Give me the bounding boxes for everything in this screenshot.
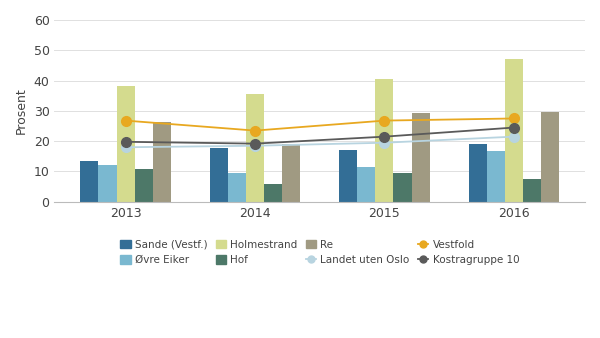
Legend: Sande (Vestf.), Øvre Eiker, Holmestrand, Hof, Re, Landet uten Oslo, Vestfold, Ko: Sande (Vestf.), Øvre Eiker, Holmestrand,…: [120, 240, 519, 265]
Bar: [505, 59, 523, 202]
Kostragruppe 10: [251, 142, 259, 146]
Bar: [246, 94, 264, 202]
Landet uten Oslo: [251, 144, 259, 148]
Kostragruppe 10: [510, 125, 517, 129]
Vestfold: [122, 119, 129, 123]
Bar: [282, 144, 300, 202]
Landet uten Oslo: [510, 135, 517, 139]
Landet uten Oslo: [381, 141, 388, 145]
Bar: [469, 144, 487, 202]
Bar: [541, 112, 559, 202]
Bar: [153, 122, 171, 202]
Bar: [264, 184, 282, 202]
Bar: [412, 113, 430, 202]
Landet uten Oslo: [122, 145, 129, 149]
Vestfold: [381, 119, 388, 123]
Bar: [98, 165, 116, 202]
Bar: [376, 79, 394, 202]
Kostragruppe 10: [122, 140, 129, 144]
Vestfold: [251, 128, 259, 132]
Line: Kostragruppe 10: Kostragruppe 10: [121, 123, 518, 148]
Bar: [134, 169, 153, 202]
Bar: [228, 173, 246, 202]
Kostragruppe 10: [381, 135, 388, 139]
Bar: [210, 148, 228, 202]
Bar: [487, 151, 505, 202]
Bar: [357, 167, 376, 202]
Vestfold: [510, 117, 517, 121]
Bar: [394, 173, 412, 202]
Line: Landet uten Oslo: Landet uten Oslo: [121, 132, 518, 152]
Y-axis label: Prosent: Prosent: [15, 88, 28, 134]
Bar: [80, 161, 98, 202]
Bar: [339, 150, 357, 202]
Bar: [116, 86, 134, 202]
Line: Vestfold: Vestfold: [121, 114, 518, 136]
Bar: [523, 179, 541, 202]
